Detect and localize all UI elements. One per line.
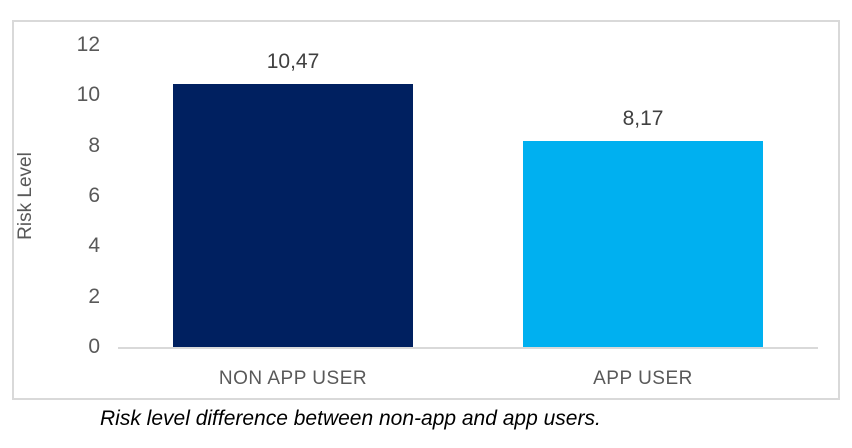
x-axis-line — [118, 347, 818, 349]
y-tick-label: 12 — [76, 33, 100, 56]
bar-value-label: 10,47 — [266, 49, 320, 73]
category-label: APP USER — [593, 368, 693, 389]
bar-value-label: 8,17 — [622, 107, 664, 131]
category-label: NON APP USER — [218, 368, 368, 389]
y-tick-label: 6 — [88, 184, 100, 207]
bar-chart: Risk Level 0 2 4 6 8 10 12 10,47 8,17 NON APP U… — [12, 20, 840, 400]
bar-app-user — [523, 141, 763, 347]
chart-caption: Risk level difference between non-app an… — [100, 407, 601, 430]
y-tick-label: 2 — [88, 284, 100, 308]
y-tick-label: 4 — [88, 234, 100, 258]
bar-non-app-user — [173, 83, 413, 347]
y-tick-label: 8 — [88, 133, 100, 157]
y-tick-label: 10 — [76, 83, 100, 107]
y-tick-label: 0 — [88, 335, 100, 358]
